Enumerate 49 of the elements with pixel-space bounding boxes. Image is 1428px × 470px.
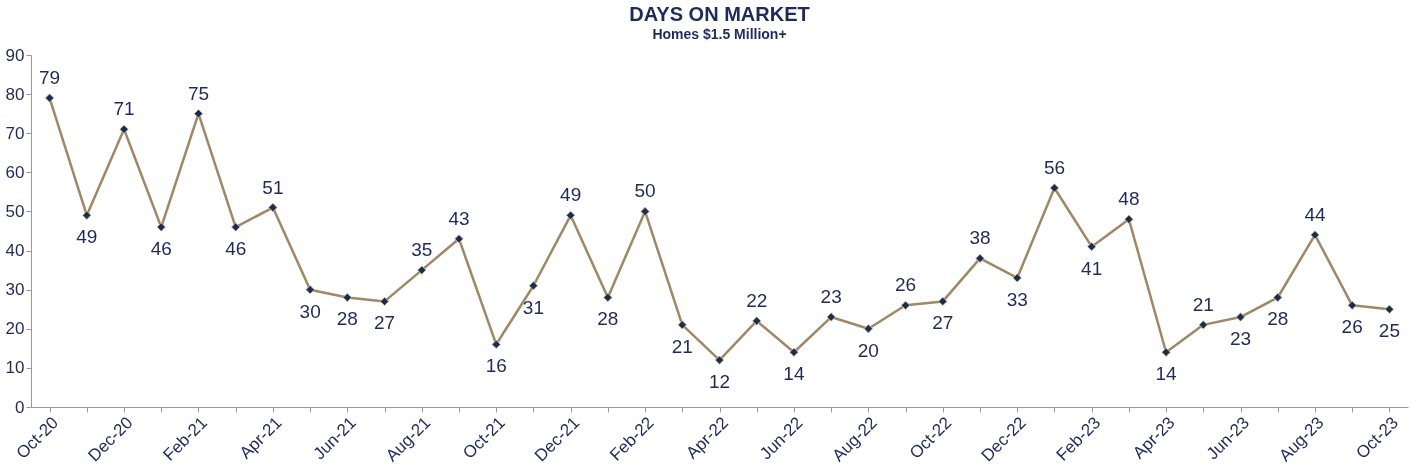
data-label: 49 <box>76 226 98 248</box>
data-label: 12 <box>708 371 731 393</box>
data-label: 41 <box>1081 257 1103 279</box>
data-label: 28 <box>597 308 619 330</box>
data-label: 14 <box>1155 363 1178 385</box>
y-tick-label: 50 <box>5 201 25 221</box>
y-tick-label: 20 <box>5 319 25 339</box>
data-label: 28 <box>1267 308 1289 330</box>
data-label: 27 <box>373 312 396 334</box>
data-label: 25 <box>1378 320 1400 342</box>
data-label: 14 <box>783 363 805 385</box>
data-label: 46 <box>225 238 247 260</box>
data-label: 43 <box>448 207 470 229</box>
y-tick-label: 70 <box>5 123 25 143</box>
data-label: 35 <box>411 239 433 261</box>
data-label: 21 <box>671 335 693 357</box>
data-label: 79 <box>39 67 61 89</box>
data-label: 48 <box>1118 188 1140 210</box>
data-label: 50 <box>634 180 656 202</box>
data-label: 38 <box>969 227 991 249</box>
data-label: 23 <box>1229 328 1252 350</box>
data-label: 16 <box>485 355 507 377</box>
data-label: 31 <box>522 296 544 318</box>
data-label: 51 <box>262 176 284 198</box>
chart-subtitle: Homes $1.5 Million+ <box>652 26 787 42</box>
data-label: 44 <box>1304 203 1326 225</box>
data-label: 56 <box>1043 156 1066 178</box>
data-label: 28 <box>336 308 358 330</box>
y-tick-label: 0 <box>15 397 25 417</box>
y-tick-label: 90 <box>5 45 25 65</box>
data-label: 33 <box>1006 288 1028 310</box>
data-label: 46 <box>150 238 172 260</box>
y-tick-label: 10 <box>5 358 25 378</box>
data-label: 26 <box>895 274 917 296</box>
data-label: 49 <box>560 184 582 206</box>
chart-title: DAYS ON MARKET <box>629 3 810 25</box>
y-tick-label: 60 <box>5 162 25 182</box>
data-label: 27 <box>932 312 954 334</box>
data-label: 20 <box>857 339 879 361</box>
y-tick-label: 80 <box>5 84 25 104</box>
data-label: 30 <box>299 300 321 322</box>
data-label: 21 <box>1192 293 1214 315</box>
y-tick-label: 30 <box>5 280 25 300</box>
y-tick-label: 40 <box>5 241 25 261</box>
data-label: 26 <box>1341 316 1363 338</box>
data-label: 71 <box>113 98 135 120</box>
data-label: 22 <box>746 289 768 311</box>
data-label: 23 <box>820 286 842 308</box>
data-label: 75 <box>187 82 210 104</box>
